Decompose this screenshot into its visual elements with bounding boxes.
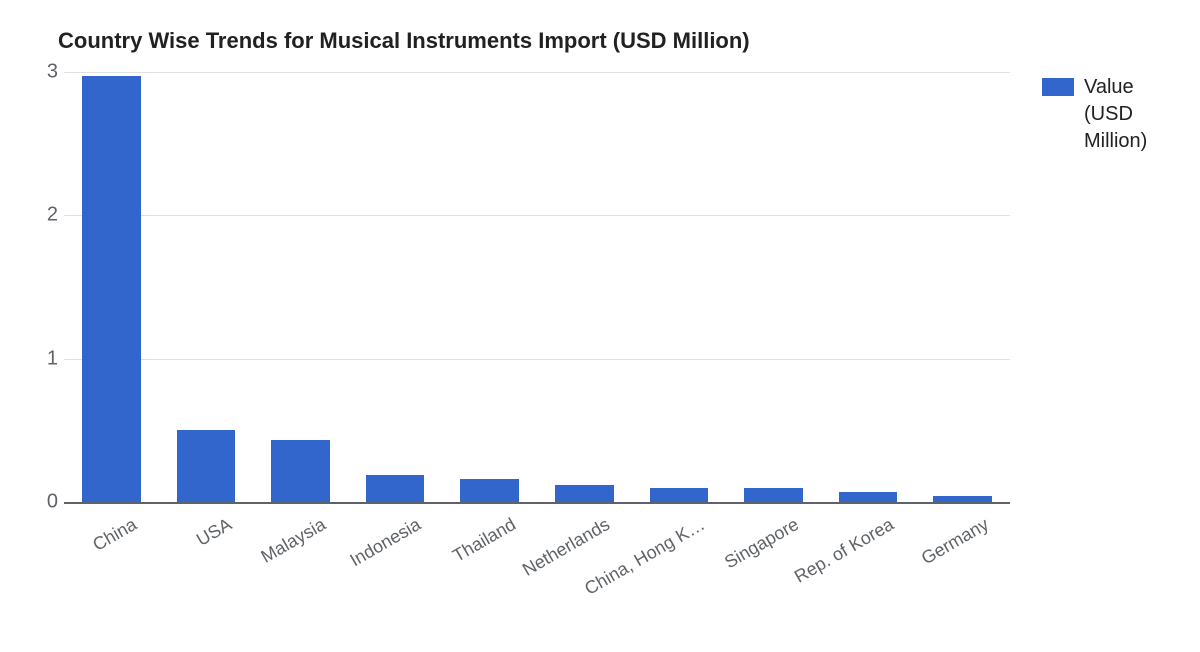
xlabel-slot: Germany: [915, 508, 1010, 608]
bar-slot: [442, 72, 537, 502]
x-axis-label: Indonesia: [346, 514, 424, 571]
bar-slot: [159, 72, 254, 502]
bar-slot: [632, 72, 727, 502]
bar-slot: [537, 72, 632, 502]
bars-group: [64, 72, 1010, 502]
x-axis-label: Malaysia: [258, 514, 330, 568]
x-labels-group: China USA Malaysia Indonesia Thailand Netherl…: [64, 508, 1010, 608]
x-axis-label: Germany: [917, 514, 992, 569]
bar: [933, 496, 992, 502]
bar: [177, 430, 236, 502]
ytick-1: 1: [20, 347, 58, 370]
xlabel-slot: Singapore: [726, 508, 821, 608]
plot-area: [64, 72, 1010, 504]
bar-slot: [821, 72, 916, 502]
bar: [650, 488, 709, 502]
bar-slot: [64, 72, 159, 502]
legend-label: Value (USD Million): [1084, 74, 1174, 155]
chart-title: Country Wise Trends for Musical Instrume…: [58, 28, 1180, 54]
xlabel-slot: China: [64, 508, 159, 608]
xlabel-slot: Thailand: [442, 508, 537, 608]
legend-swatch: [1042, 78, 1074, 96]
xlabel-slot: China, Hong K…: [632, 508, 727, 608]
bar: [460, 479, 519, 502]
bar-slot: [915, 72, 1010, 502]
xlabel-slot: Rep. of Korea: [821, 508, 916, 608]
bar: [744, 488, 803, 502]
x-axis-label: Thailand: [449, 514, 519, 567]
bar: [271, 440, 330, 502]
bar-slot: [253, 72, 348, 502]
legend: Value (USD Million): [1042, 74, 1174, 155]
bar: [82, 76, 141, 502]
xlabel-slot: USA: [159, 508, 254, 608]
x-axis-label: USA: [193, 514, 236, 551]
bar: [555, 485, 614, 502]
x-axis-label: China: [89, 514, 140, 556]
ytick-0: 0: [20, 491, 58, 514]
bar: [366, 475, 425, 502]
chart-row: 3 2 1 0 ChinaUSAMalaysiaIndonesiaThailan…: [20, 72, 1180, 612]
ytick-2: 2: [20, 204, 58, 227]
ytick-3: 3: [20, 61, 58, 84]
xlabel-slot: Indonesia: [348, 508, 443, 608]
xlabel-slot: Malaysia: [253, 508, 348, 608]
bar-slot: [348, 72, 443, 502]
bar-slot: [726, 72, 821, 502]
xlabel-slot: Netherlands: [537, 508, 632, 608]
chart-container: Country Wise Trends for Musical Instrume…: [0, 0, 1200, 652]
x-axis-label: Singapore: [721, 514, 803, 573]
chart-area: 3 2 1 0 ChinaUSAMalaysiaIndonesiaThailan…: [20, 72, 1020, 612]
bar: [839, 492, 898, 502]
